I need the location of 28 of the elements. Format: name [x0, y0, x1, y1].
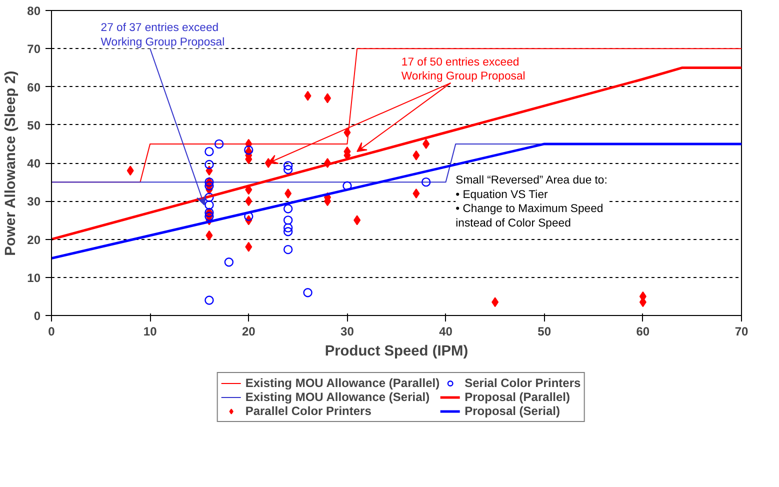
- x-tick-label: 70: [734, 324, 748, 338]
- y-tick-label: 10: [27, 270, 41, 285]
- x-tick-label: 20: [242, 324, 256, 338]
- legend-label: Proposal (Serial): [464, 404, 560, 418]
- x-axis-title: Product Speed (IPM): [324, 344, 468, 360]
- y-axis-title: Power Allowance (Sleep 2): [3, 70, 20, 256]
- x-tick-label: 30: [340, 324, 354, 338]
- x-tick-label: 60: [636, 324, 650, 338]
- y-tick-label: 60: [27, 80, 41, 94]
- legend-label: Existing MOU Allowance (Serial): [245, 390, 430, 404]
- legend-label: Parallel Color Printers: [245, 404, 372, 418]
- x-tick-label: 50: [538, 324, 552, 338]
- x-tick-label: 40: [439, 324, 453, 338]
- y-tick-label: 40: [27, 156, 41, 170]
- y-tick-label: 70: [27, 42, 41, 56]
- y-tick-label: 20: [27, 232, 41, 247]
- annotation: 17 of 50 entries exceed Working Group Proposal: [401, 56, 526, 83]
- legend-label: Serial Color Printers: [464, 376, 581, 390]
- annotation: Small “Reversed” Area due to: • Equation VS Tier • Change to Maximum Speed instead of Color Speed: [456, 174, 608, 230]
- y-tick-label: 30: [27, 194, 41, 209]
- y-tick-label: 80: [27, 4, 41, 18]
- x-tick-label: 0: [48, 324, 56, 338]
- x-tick-label: 10: [143, 324, 158, 338]
- annotation: 27 of 37 entries exceed Working Group Proposal: [100, 22, 225, 48]
- y-tick-label: 0: [34, 309, 41, 323]
- legend-label: Proposal (Parallel): [464, 390, 570, 404]
- y-tick-label: 50: [27, 118, 41, 132]
- legend-label: Existing MOU Allowance (Parallel): [245, 376, 440, 390]
